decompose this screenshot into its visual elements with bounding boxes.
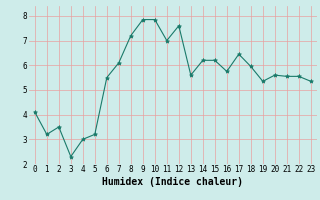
X-axis label: Humidex (Indice chaleur): Humidex (Indice chaleur) [102, 177, 243, 187]
